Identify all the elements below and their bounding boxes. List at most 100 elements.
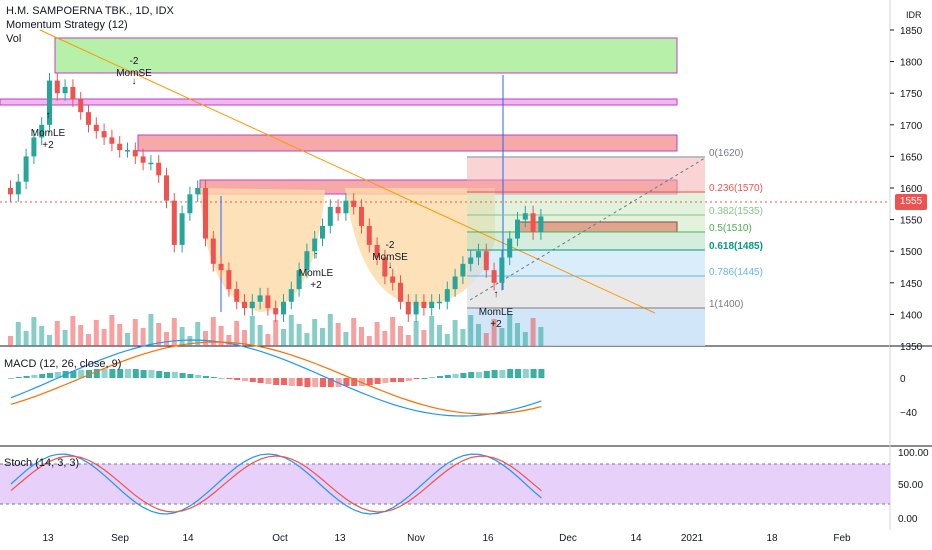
macd-histogram-bar — [15, 377, 22, 378]
volume-bar — [320, 328, 325, 346]
volume-bar — [164, 332, 169, 346]
macd-histogram-bar — [444, 375, 451, 378]
time-tick-label: 14 — [630, 533, 642, 544]
volume-label[interactable]: Vol — [6, 33, 22, 45]
volume-bar — [398, 326, 403, 346]
candle-body — [476, 251, 481, 258]
momse-b-arrow: ↓ — [388, 260, 393, 271]
candle-body — [273, 308, 279, 315]
macd-histogram-bar — [351, 378, 358, 386]
candle-body — [210, 238, 216, 264]
volume-bar — [242, 330, 247, 346]
volume-bar — [8, 336, 13, 346]
fib-label: 0.5(1510) — [709, 223, 752, 234]
candle-body — [483, 251, 489, 271]
volume-bar — [390, 317, 396, 346]
time-tick-label: Sep — [111, 533, 129, 544]
projection-line — [469, 157, 706, 301]
volume-bar — [312, 319, 318, 346]
stoch-label[interactable]: Stoch (14, 3, 3) — [4, 457, 80, 469]
candle-body — [195, 188, 201, 195]
momle-a-label: +2 — [42, 140, 54, 151]
price-tick-label: 1450 — [900, 279, 923, 290]
candle-body — [530, 213, 536, 233]
fib-label: 0.786(1445) — [709, 267, 763, 278]
price-tick-label: 1550 — [900, 216, 923, 227]
volume-bar — [93, 320, 99, 346]
macd-tick-label: −40 — [900, 408, 917, 419]
candle-body — [351, 200, 357, 207]
macd-histogram-bar — [125, 369, 131, 378]
volume-bar — [460, 329, 466, 346]
stoch-tick-label: 100.00 — [898, 448, 929, 459]
time-tick-label: 18 — [766, 533, 778, 544]
fib-label: 0.618(1485) — [709, 241, 763, 252]
candle-body — [117, 143, 123, 151]
candle-body — [242, 301, 247, 309]
volume-bar — [429, 316, 435, 346]
price-tick-label: 1650 — [900, 152, 923, 163]
macd-histogram-bar — [312, 378, 319, 387]
volume-bar — [468, 315, 474, 346]
red-zone-1650 — [137, 134, 678, 152]
volume-bar — [62, 330, 68, 346]
volume-bar — [351, 318, 357, 346]
candle-body — [249, 301, 255, 309]
candle-body — [78, 99, 84, 113]
macd-histogram-bar — [359, 378, 365, 386]
stoch-band — [0, 464, 890, 504]
candle-body — [320, 225, 325, 239]
volume-bar — [366, 336, 372, 346]
momle-c-arrow: ↑ — [494, 289, 499, 300]
macd-histogram-bar — [281, 378, 287, 385]
volume-bar — [437, 325, 442, 346]
price-tick-label: 1700 — [900, 121, 923, 132]
candle-body — [359, 206, 364, 226]
volume-bar — [140, 328, 146, 346]
volume-bar — [39, 326, 45, 346]
momle-a-label: MomLE — [31, 128, 66, 139]
price-tick-label: 1800 — [900, 58, 923, 69]
strategy-label[interactable]: Momentum Strategy (12) — [6, 19, 128, 31]
candle-body — [304, 251, 310, 271]
candle-body — [335, 206, 341, 214]
macd-label[interactable]: MACD (12, 26, close, 9) — [4, 358, 122, 370]
candle-body — [86, 112, 91, 125]
pink-zone-top — [0, 98, 678, 106]
stoch-k-line — [10, 453, 542, 515]
time-tick-label: Dec — [559, 533, 577, 544]
momse-a-label: MomSE — [116, 68, 152, 79]
currency-unit: IDR — [906, 10, 922, 20]
candle-body — [125, 150, 130, 152]
candle-body — [218, 263, 224, 271]
candle-body — [15, 181, 21, 195]
macd-histogram-bar — [296, 378, 303, 386]
fib-label: 0(1620) — [709, 148, 743, 159]
macd-histogram-bar — [249, 378, 256, 382]
macd-histogram-bar — [382, 378, 389, 383]
candle-body — [109, 137, 115, 144]
time-axis: 13 Sep 14 Oct 13 Nov 16 Dec 14 2021 18 Feb — [42, 533, 851, 544]
momle-a-arrow: ↑ — [46, 110, 51, 121]
momse-b-label: MomSE — [372, 252, 408, 263]
volume-bar — [483, 333, 489, 346]
macd-histogram-bar — [538, 369, 545, 378]
macd-histogram-bar — [452, 374, 459, 378]
macd-histogram-bar — [507, 369, 514, 378]
candle-body — [132, 150, 138, 157]
volume-bar — [226, 335, 232, 346]
volume-bar — [476, 324, 481, 346]
macd-histogram-bar — [31, 375, 38, 378]
symbol-title[interactable]: H.M. SAMPOERNA TBK., 1D, IDX — [6, 5, 174, 17]
time-tick-label: 14 — [182, 533, 194, 544]
macd-histogram-bar — [343, 378, 350, 386]
candle-body — [421, 301, 427, 309]
candle-body — [265, 295, 271, 309]
macd-histogram-bar — [8, 378, 14, 379]
macd-histogram-bar — [132, 369, 139, 378]
volume-bar — [54, 321, 60, 346]
macd-histogram-bar — [164, 372, 170, 378]
volume-bar — [452, 320, 458, 346]
candle-body — [187, 194, 193, 214]
